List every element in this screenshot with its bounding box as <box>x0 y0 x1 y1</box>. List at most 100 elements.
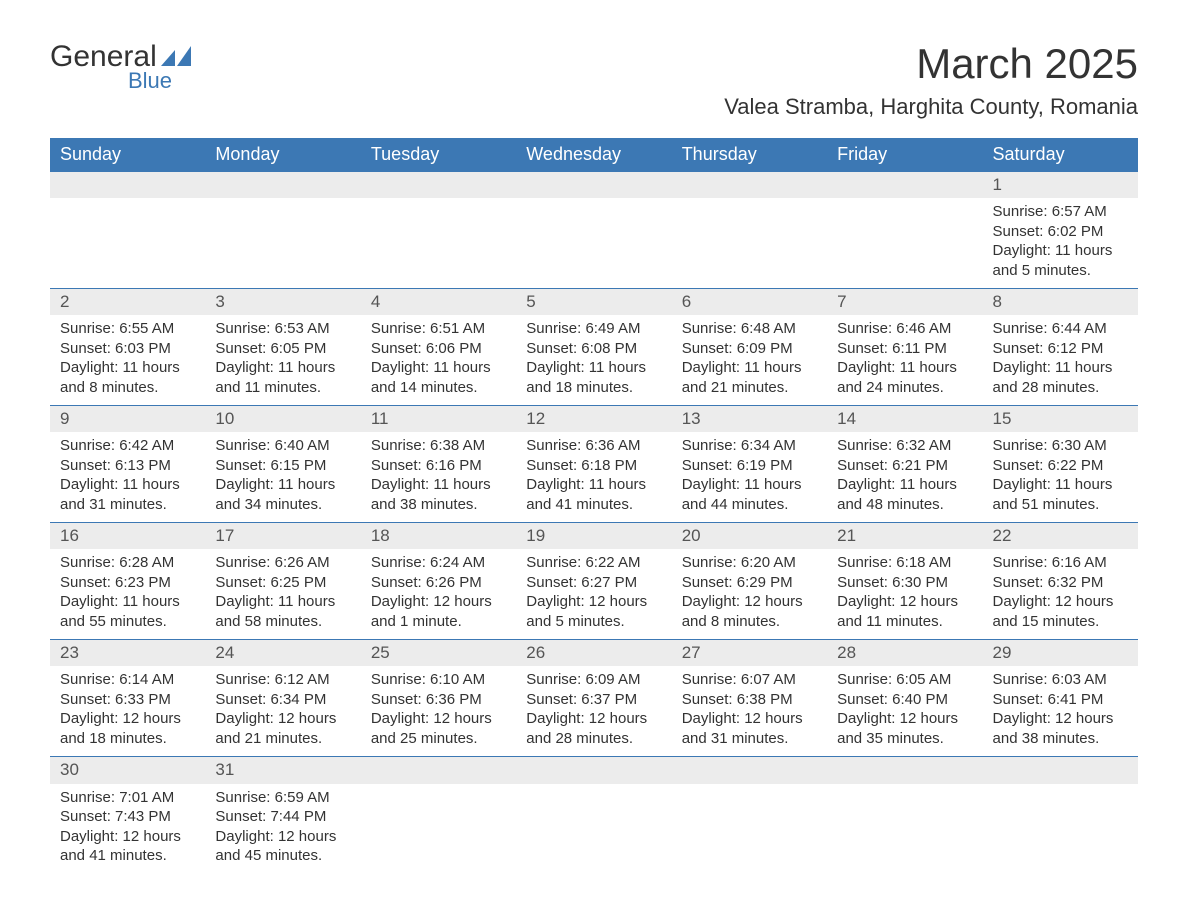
detail-row: Sunrise: 6:42 AMSunset: 6:13 PMDaylight:… <box>50 432 1138 523</box>
sun-line-ss: Sunset: 6:06 PM <box>371 339 506 359</box>
sun-line-dl1: Daylight: 11 hours <box>837 358 972 378</box>
sun-line-dl1: Daylight: 11 hours <box>682 475 817 495</box>
day-number-cell <box>672 757 827 784</box>
day-number-cell: 21 <box>827 523 982 550</box>
sun-line-dl2: and 21 minutes. <box>215 729 350 749</box>
day-number-cell <box>516 757 671 784</box>
day-number-cell: 22 <box>983 523 1138 550</box>
sun-line-dl1: Daylight: 12 hours <box>526 592 661 612</box>
sun-line-sr: Sunrise: 6:03 AM <box>993 670 1128 690</box>
page-header: General Blue March 2025 Valea Stramba, H… <box>50 40 1138 120</box>
sun-line-sr: Sunrise: 6:09 AM <box>526 670 661 690</box>
sun-line-ss: Sunset: 6:16 PM <box>371 456 506 476</box>
sun-line-dl2: and 18 minutes. <box>526 378 661 398</box>
day-number-cell: 12 <box>516 406 671 433</box>
sun-line-dl2: and 28 minutes. <box>993 378 1128 398</box>
sun-line-dl1: Daylight: 11 hours <box>993 241 1128 261</box>
weekday-header: Thursday <box>672 138 827 172</box>
sun-line-sr: Sunrise: 6:48 AM <box>682 319 817 339</box>
daynum-row: 3031 <box>50 757 1138 784</box>
sun-line-dl2: and 8 minutes. <box>60 378 195 398</box>
sun-line-dl1: Daylight: 11 hours <box>215 358 350 378</box>
sun-line-ss: Sunset: 6:33 PM <box>60 690 195 710</box>
sun-line-ss: Sunset: 6:15 PM <box>215 456 350 476</box>
sun-line-dl1: Daylight: 12 hours <box>215 827 350 847</box>
day-number-cell: 13 <box>672 406 827 433</box>
brand-name-2: Blue <box>128 68 191 94</box>
sun-line-dl1: Daylight: 12 hours <box>993 709 1128 729</box>
sun-line-dl1: Daylight: 12 hours <box>993 592 1128 612</box>
daynum-row: 16171819202122 <box>50 523 1138 550</box>
day-detail-cell: Sunrise: 6:10 AMSunset: 6:36 PMDaylight:… <box>361 666 516 757</box>
day-detail-cell <box>516 198 671 289</box>
day-detail-cell: Sunrise: 6:34 AMSunset: 6:19 PMDaylight:… <box>672 432 827 523</box>
day-detail-cell: Sunrise: 6:49 AMSunset: 6:08 PMDaylight:… <box>516 315 671 406</box>
detail-row: Sunrise: 6:55 AMSunset: 6:03 PMDaylight:… <box>50 315 1138 406</box>
sun-line-sr: Sunrise: 6:57 AM <box>993 202 1128 222</box>
day-number-cell: 5 <box>516 289 671 316</box>
day-detail-cell <box>827 198 982 289</box>
sun-line-sr: Sunrise: 6:18 AM <box>837 553 972 573</box>
sun-line-dl2: and 38 minutes. <box>993 729 1128 749</box>
day-detail-cell: Sunrise: 6:44 AMSunset: 6:12 PMDaylight:… <box>983 315 1138 406</box>
sun-line-sr: Sunrise: 6:24 AM <box>371 553 506 573</box>
sun-line-dl1: Daylight: 12 hours <box>682 709 817 729</box>
calendar-table: Sunday Monday Tuesday Wednesday Thursday… <box>50 138 1138 874</box>
location-subtitle: Valea Stramba, Harghita County, Romania <box>724 94 1138 120</box>
day-number-cell: 11 <box>361 406 516 433</box>
sun-line-dl2: and 8 minutes. <box>682 612 817 632</box>
weekday-header: Tuesday <box>361 138 516 172</box>
day-number-cell: 10 <box>205 406 360 433</box>
sun-line-dl1: Daylight: 11 hours <box>215 592 350 612</box>
day-detail-cell: Sunrise: 6:05 AMSunset: 6:40 PMDaylight:… <box>827 666 982 757</box>
day-detail-cell: Sunrise: 6:48 AMSunset: 6:09 PMDaylight:… <box>672 315 827 406</box>
day-number-cell: 4 <box>361 289 516 316</box>
day-detail-cell <box>361 198 516 289</box>
daynum-row: 2345678 <box>50 289 1138 316</box>
sun-line-dl2: and 24 minutes. <box>837 378 972 398</box>
day-number-cell <box>516 172 671 199</box>
day-detail-cell: Sunrise: 6:53 AMSunset: 6:05 PMDaylight:… <box>205 315 360 406</box>
sun-line-sr: Sunrise: 6:28 AM <box>60 553 195 573</box>
sun-line-sr: Sunrise: 6:14 AM <box>60 670 195 690</box>
sun-line-ss: Sunset: 6:08 PM <box>526 339 661 359</box>
sun-line-sr: Sunrise: 6:53 AM <box>215 319 350 339</box>
title-block: March 2025 Valea Stramba, Harghita Count… <box>724 40 1138 120</box>
day-detail-cell: Sunrise: 6:09 AMSunset: 6:37 PMDaylight:… <box>516 666 671 757</box>
sun-line-sr: Sunrise: 6:46 AM <box>837 319 972 339</box>
day-number-cell: 30 <box>50 757 205 784</box>
day-number-cell: 7 <box>827 289 982 316</box>
day-detail-cell: Sunrise: 6:24 AMSunset: 6:26 PMDaylight:… <box>361 549 516 640</box>
sun-line-ss: Sunset: 6:05 PM <box>215 339 350 359</box>
sun-line-sr: Sunrise: 6:20 AM <box>682 553 817 573</box>
day-number-cell: 14 <box>827 406 982 433</box>
weekday-header: Friday <box>827 138 982 172</box>
sun-line-sr: Sunrise: 6:49 AM <box>526 319 661 339</box>
sun-line-dl2: and 51 minutes. <box>993 495 1128 515</box>
sun-line-ss: Sunset: 6:29 PM <box>682 573 817 593</box>
sun-line-dl1: Daylight: 11 hours <box>526 358 661 378</box>
sun-line-dl2: and 11 minutes. <box>215 378 350 398</box>
sun-line-ss: Sunset: 6:41 PM <box>993 690 1128 710</box>
sun-line-dl2: and 31 minutes. <box>60 495 195 515</box>
sun-line-ss: Sunset: 6:26 PM <box>371 573 506 593</box>
sun-line-ss: Sunset: 6:21 PM <box>837 456 972 476</box>
sun-line-dl2: and 58 minutes. <box>215 612 350 632</box>
day-number-cell <box>672 172 827 199</box>
day-number-cell: 25 <box>361 640 516 667</box>
weekday-header: Wednesday <box>516 138 671 172</box>
sun-line-sr: Sunrise: 6:26 AM <box>215 553 350 573</box>
month-title: March 2025 <box>724 40 1138 88</box>
sun-line-sr: Sunrise: 6:40 AM <box>215 436 350 456</box>
sun-line-sr: Sunrise: 6:07 AM <box>682 670 817 690</box>
sun-line-dl1: Daylight: 12 hours <box>60 709 195 729</box>
day-detail-cell: Sunrise: 6:40 AMSunset: 6:15 PMDaylight:… <box>205 432 360 523</box>
sun-line-sr: Sunrise: 6:30 AM <box>993 436 1128 456</box>
day-detail-cell <box>50 198 205 289</box>
day-number-cell: 20 <box>672 523 827 550</box>
day-detail-cell <box>672 784 827 874</box>
sun-line-ss: Sunset: 6:13 PM <box>60 456 195 476</box>
sun-line-ss: Sunset: 6:32 PM <box>993 573 1128 593</box>
day-detail-cell <box>516 784 671 874</box>
day-number-cell: 16 <box>50 523 205 550</box>
